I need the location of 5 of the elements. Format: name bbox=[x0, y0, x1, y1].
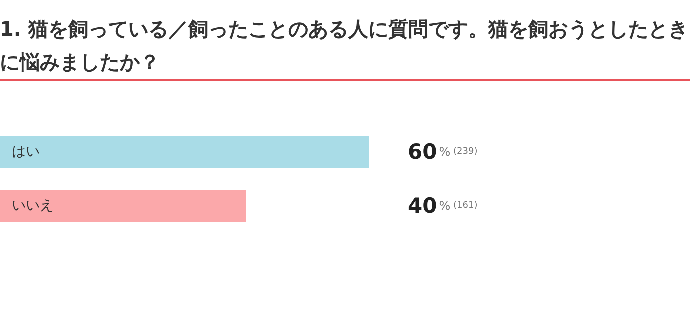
chart-title: 1. 猫を飼っている／飼ったことのある人に質問です。猫を飼おうとしたときに悩みましたか？ bbox=[0, 0, 690, 81]
data-label: 40% (161) bbox=[408, 194, 478, 218]
y-tick-label: いいえ bbox=[12, 198, 54, 214]
data-label: 60% (239) bbox=[408, 140, 478, 164]
y-tick-label: はい bbox=[12, 144, 40, 160]
